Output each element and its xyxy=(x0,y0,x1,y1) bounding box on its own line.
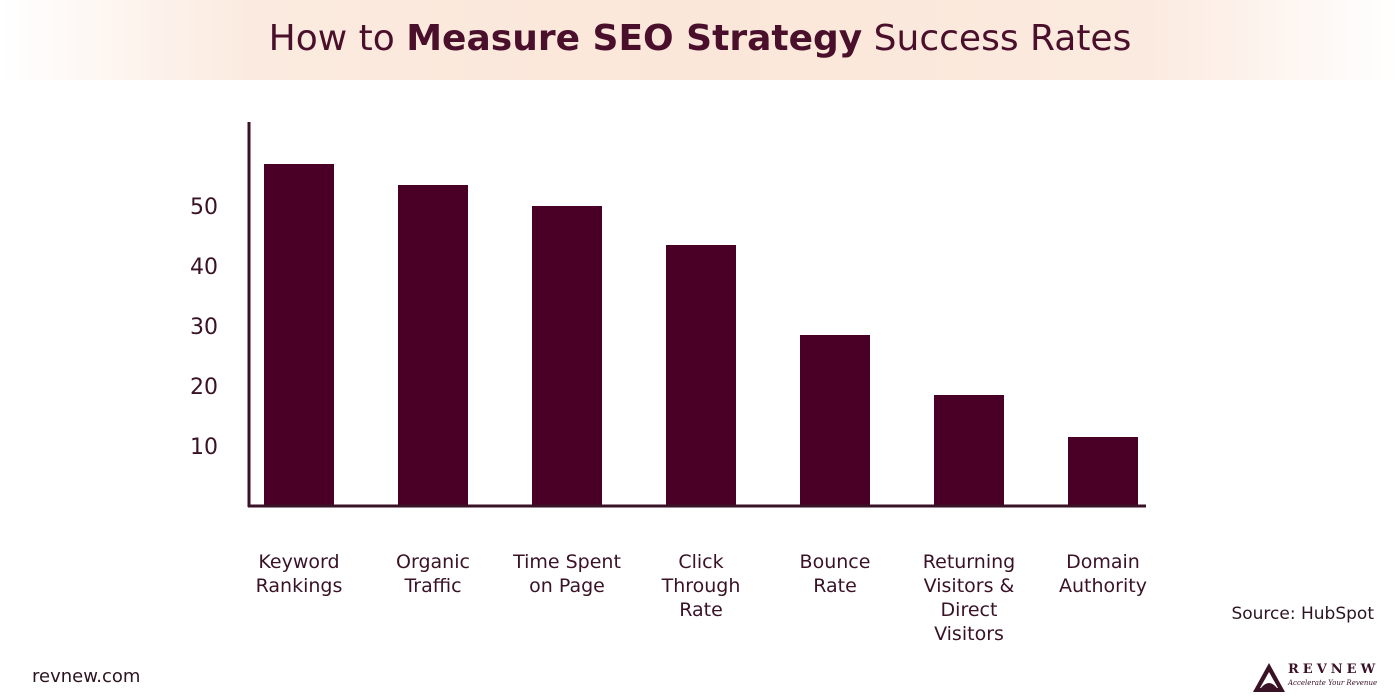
x-tick-label-line: Bounce xyxy=(799,551,871,573)
x-tick-label-4: Bounce Rate xyxy=(765,550,905,598)
x-tick-label-line: Returning xyxy=(922,551,1016,573)
source-note: Source: HubSpot xyxy=(1231,604,1374,624)
x-tick-label-0: Keyword Rankings xyxy=(229,550,369,598)
x-tick-label-line: Through xyxy=(661,575,741,597)
logo-tagline: Accelerate Your Revenue xyxy=(1288,679,1378,687)
y-tick-label-3: 40 xyxy=(190,255,218,280)
y-tick-label-0: 10 xyxy=(190,435,218,460)
title-suffix: Success Rates xyxy=(862,18,1132,59)
x-tick-label-line: Traffic xyxy=(404,575,462,597)
x-tick-label-6: Domain Authority xyxy=(1033,550,1173,598)
revnew-logo: REVNEW Accelerate Your Revenue xyxy=(1252,660,1377,694)
y-tick-label-1: 20 xyxy=(190,375,218,400)
bar-3 xyxy=(666,245,736,506)
footer-url: revnew.com xyxy=(32,666,141,687)
x-tick-label-line: Time Spent xyxy=(513,551,621,573)
logo-mark-icon xyxy=(1253,663,1285,692)
bar-1 xyxy=(398,185,468,506)
x-tick-label-5: Returning Visitors & Direct Visitors xyxy=(899,550,1039,646)
x-tick-label-line: Rate xyxy=(813,575,857,597)
x-tick-label-line: Domain xyxy=(1066,551,1140,573)
bar-4 xyxy=(800,335,870,506)
x-tick-label-line: Organic xyxy=(396,551,470,573)
x-tick-label-line: on Page xyxy=(529,575,605,597)
x-tick-label-2: Time Spent on Page xyxy=(497,550,637,598)
bar-2 xyxy=(532,206,602,506)
y-tick-label-2: 30 xyxy=(190,315,218,340)
x-tick-label-line: Visitors & xyxy=(923,575,1015,597)
x-tick-label-1: Organic Traffic xyxy=(363,550,503,598)
x-tick-label-line: Rate xyxy=(679,599,723,621)
logo-wordmark: REVNEW xyxy=(1288,662,1380,677)
title-prefix: How to xyxy=(268,18,407,59)
bar-6 xyxy=(1068,437,1138,506)
x-tick-label-3: Click Through Rate xyxy=(631,550,771,622)
title-band xyxy=(0,0,1400,80)
bar-5 xyxy=(934,395,1004,506)
title-bold: Measure SEO Strategy xyxy=(406,18,863,59)
x-tick-label-line: Rankings xyxy=(255,575,343,597)
x-tick-label-line: Visitors xyxy=(934,623,1004,645)
x-tick-label-line: Keyword xyxy=(258,551,340,573)
x-tick-label-line: Direct xyxy=(940,599,998,621)
x-tick-label-line: Authority xyxy=(1059,575,1147,597)
page-title: How to Measure SEO Strategy Success Rate… xyxy=(0,18,1400,59)
bar-0 xyxy=(264,164,334,506)
y-tick-label-4: 50 xyxy=(190,195,218,220)
x-tick-label-line: Click xyxy=(678,551,724,573)
